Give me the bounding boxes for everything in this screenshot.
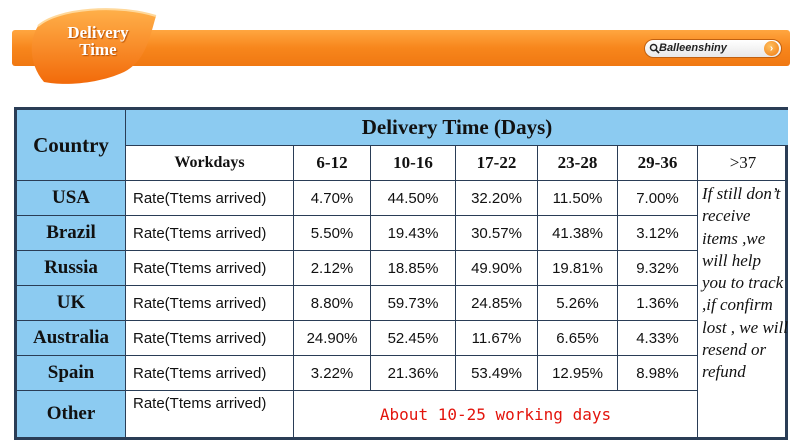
rate-value-cell: 6.65% <box>538 321 618 356</box>
rate-label-other: Rate(Ttems arrived) <box>126 391 294 437</box>
rate-label: Rate(Ttems arrived) <box>126 216 294 251</box>
rate-value-cell: 2.12% <box>294 251 371 286</box>
rate-value-cell: 3.22% <box>294 356 371 391</box>
rate-value-cell: 24.90% <box>294 321 371 356</box>
rate-value-cell: 12.95% <box>538 356 618 391</box>
rate-value-cell: 5.26% <box>538 286 618 321</box>
country-header: Country <box>17 110 126 181</box>
range-10-16: 10-16 <box>371 146 456 181</box>
rate-value-cell: 5.50% <box>294 216 371 251</box>
range-17-22: 17-22 <box>456 146 538 181</box>
badge-line-2: Time <box>79 40 117 59</box>
rate-value-cell: 41.38% <box>538 216 618 251</box>
rate-value-cell: 24.85% <box>456 286 538 321</box>
country-cell: UK <box>17 286 126 321</box>
rate-value-cell: 1.36% <box>618 286 698 321</box>
rate-label: Rate(Ttems arrived) <box>126 356 294 391</box>
badge-line-1: Delivery <box>67 23 129 42</box>
rate-label: Rate(Ttems arrived) <box>126 251 294 286</box>
badge-title: Delivery Time <box>48 24 148 58</box>
country-other: Other <box>17 391 126 437</box>
rate-value-cell: 9.32% <box>618 251 698 286</box>
range-over-37: >37 <box>698 146 788 181</box>
rate-value-cell: 52.45% <box>371 321 456 356</box>
rate-value-cell: 3.12% <box>618 216 698 251</box>
rate-value-cell: 49.90% <box>456 251 538 286</box>
rate-value-cell: 8.98% <box>618 356 698 391</box>
rate-value-cell: 7.00% <box>618 181 698 216</box>
rate-value-cell: 53.49% <box>456 356 538 391</box>
rate-value-cell: 19.43% <box>371 216 456 251</box>
search-text: Balleenshiny <box>659 42 727 54</box>
rate-value-cell: 19.81% <box>538 251 618 286</box>
rate-value-cell: 11.67% <box>456 321 538 356</box>
delivery-time-header: Delivery Time (Days) <box>126 110 788 146</box>
rate-value-cell: 11.50% <box>538 181 618 216</box>
range-23-28: 23-28 <box>538 146 618 181</box>
rate-value-cell: 4.33% <box>618 321 698 356</box>
rate-value-cell: 30.57% <box>456 216 538 251</box>
badge-shape <box>31 8 157 84</box>
rate-label: Rate(Ttems arrived) <box>126 321 294 356</box>
country-cell: USA <box>17 181 126 216</box>
delivery-time-table: Country Delivery Time (Days) Workdays 6-… <box>14 107 788 440</box>
rate-label: Rate(Ttems arrived) <box>126 181 294 216</box>
range-29-36: 29-36 <box>618 146 698 181</box>
side-note: If still don’t receive items ,we will he… <box>702 184 788 382</box>
country-cell: Brazil <box>17 216 126 251</box>
rate-value-cell: 21.36% <box>371 356 456 391</box>
rate-value-cell: 32.20% <box>456 181 538 216</box>
rate-value-cell: 18.85% <box>371 251 456 286</box>
rate-value-cell: 59.73% <box>371 286 456 321</box>
arrow-right-icon[interactable]: › <box>764 41 779 56</box>
rate-value-cell: 8.80% <box>294 286 371 321</box>
delivery-time-badge: Delivery Time <box>28 6 160 86</box>
workdays-label: Workdays <box>126 146 294 181</box>
country-cell: Spain <box>17 356 126 391</box>
other-delivery-note: About 10-25 working days <box>294 391 698 437</box>
rate-label: Rate(Ttems arrived) <box>126 286 294 321</box>
search-icon <box>649 43 660 54</box>
search-box[interactable]: Balleenshiny › <box>644 39 782 58</box>
country-cell: Australia <box>17 321 126 356</box>
range-6-12: 6-12 <box>294 146 371 181</box>
rate-value-cell: 44.50% <box>371 181 456 216</box>
rate-value-cell: 4.70% <box>294 181 371 216</box>
country-cell: Russia <box>17 251 126 286</box>
